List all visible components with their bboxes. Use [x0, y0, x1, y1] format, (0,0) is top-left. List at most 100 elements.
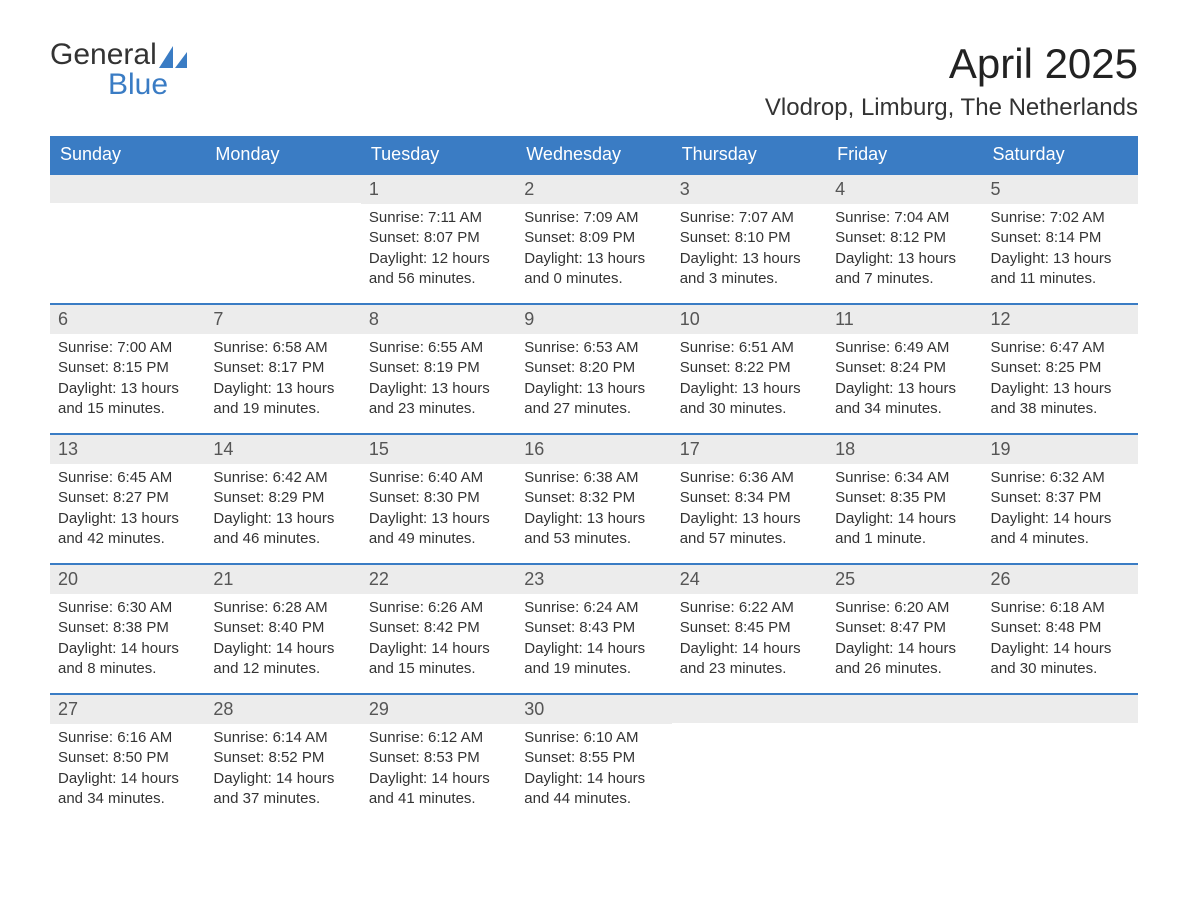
daylight-line-1: Daylight: 13 hours: [680, 249, 819, 269]
calendar: SundayMondayTuesdayWednesdayThursdayFrid…: [50, 136, 1138, 823]
daylight-line-1: Daylight: 14 hours: [369, 639, 508, 659]
daylight-line-2: and 44 minutes.: [524, 789, 663, 809]
day-cell: 21Sunrise: 6:28 AMSunset: 8:40 PMDayligh…: [205, 565, 360, 693]
daylight-line-2: and 41 minutes.: [369, 789, 508, 809]
logo-sail-icon: [159, 46, 187, 68]
sunset-line: Sunset: 8:37 PM: [991, 488, 1130, 508]
day-cell: 11Sunrise: 6:49 AMSunset: 8:24 PMDayligh…: [827, 305, 982, 433]
logo-word-blue: Blue: [108, 70, 187, 100]
sunrise-line: Sunrise: 7:07 AM: [680, 208, 819, 228]
daylight-line-1: Daylight: 13 hours: [991, 379, 1130, 399]
day-cell: [50, 175, 205, 303]
weekday-header: Monday: [205, 136, 360, 173]
sunrise-line: Sunrise: 6:14 AM: [213, 728, 352, 748]
weekday-header: Wednesday: [516, 136, 671, 173]
weekday-header: Saturday: [983, 136, 1138, 173]
daylight-line-2: and 12 minutes.: [213, 659, 352, 679]
day-number: 7: [205, 305, 360, 334]
daylight-line-2: and 4 minutes.: [991, 529, 1130, 549]
daylight-line-1: Daylight: 14 hours: [991, 639, 1130, 659]
day-cell: 7Sunrise: 6:58 AMSunset: 8:17 PMDaylight…: [205, 305, 360, 433]
sunset-line: Sunset: 8:32 PM: [524, 488, 663, 508]
sunset-line: Sunset: 8:10 PM: [680, 228, 819, 248]
daylight-line-2: and 34 minutes.: [58, 789, 197, 809]
sunrise-line: Sunrise: 7:00 AM: [58, 338, 197, 358]
day-body: Sunrise: 6:32 AMSunset: 8:37 PMDaylight:…: [983, 464, 1138, 557]
daylight-line-2: and 30 minutes.: [680, 399, 819, 419]
sunrise-line: Sunrise: 6:30 AM: [58, 598, 197, 618]
daylight-line-2: and 27 minutes.: [524, 399, 663, 419]
daylight-line-2: and 23 minutes.: [680, 659, 819, 679]
weekday-header: Tuesday: [361, 136, 516, 173]
daylight-line-1: Daylight: 14 hours: [369, 769, 508, 789]
week-row: 20Sunrise: 6:30 AMSunset: 8:38 PMDayligh…: [50, 563, 1138, 693]
sunrise-line: Sunrise: 7:11 AM: [369, 208, 508, 228]
daylight-line-1: Daylight: 14 hours: [991, 509, 1130, 529]
location: Vlodrop, Limburg, The Netherlands: [765, 94, 1138, 122]
sunset-line: Sunset: 8:40 PM: [213, 618, 352, 638]
day-body: Sunrise: 6:55 AMSunset: 8:19 PMDaylight:…: [361, 334, 516, 427]
daylight-line-2: and 0 minutes.: [524, 269, 663, 289]
sunrise-line: Sunrise: 6:34 AM: [835, 468, 974, 488]
title-block: April 2025 Vlodrop, Limburg, The Netherl…: [765, 40, 1138, 122]
day-number: 26: [983, 565, 1138, 594]
daylight-line-1: Daylight: 14 hours: [58, 769, 197, 789]
day-cell: [205, 175, 360, 303]
sunset-line: Sunset: 8:42 PM: [369, 618, 508, 638]
day-body: Sunrise: 6:30 AMSunset: 8:38 PMDaylight:…: [50, 594, 205, 687]
daylight-line-2: and 34 minutes.: [835, 399, 974, 419]
day-cell: 26Sunrise: 6:18 AMSunset: 8:48 PMDayligh…: [983, 565, 1138, 693]
sunset-line: Sunset: 8:35 PM: [835, 488, 974, 508]
daylight-line-1: Daylight: 14 hours: [213, 639, 352, 659]
daylight-line-1: Daylight: 13 hours: [524, 379, 663, 399]
sunrise-line: Sunrise: 7:02 AM: [991, 208, 1130, 228]
daylight-line-2: and 15 minutes.: [58, 399, 197, 419]
logo-top-row: General: [50, 40, 187, 70]
daylight-line-1: Daylight: 13 hours: [680, 379, 819, 399]
day-body: Sunrise: 6:58 AMSunset: 8:17 PMDaylight:…: [205, 334, 360, 427]
day-body: Sunrise: 6:38 AMSunset: 8:32 PMDaylight:…: [516, 464, 671, 557]
day-body: Sunrise: 7:00 AMSunset: 8:15 PMDaylight:…: [50, 334, 205, 427]
day-number: 9: [516, 305, 671, 334]
day-number: 19: [983, 435, 1138, 464]
day-body: Sunrise: 7:07 AMSunset: 8:10 PMDaylight:…: [672, 204, 827, 297]
day-cell: 3Sunrise: 7:07 AMSunset: 8:10 PMDaylight…: [672, 175, 827, 303]
week-row: 27Sunrise: 6:16 AMSunset: 8:50 PMDayligh…: [50, 693, 1138, 823]
day-cell: 14Sunrise: 6:42 AMSunset: 8:29 PMDayligh…: [205, 435, 360, 563]
sunset-line: Sunset: 8:24 PM: [835, 358, 974, 378]
weeks-container: 1Sunrise: 7:11 AMSunset: 8:07 PMDaylight…: [50, 173, 1138, 823]
day-cell: [672, 695, 827, 823]
day-body: Sunrise: 6:20 AMSunset: 8:47 PMDaylight:…: [827, 594, 982, 687]
sunset-line: Sunset: 8:20 PM: [524, 358, 663, 378]
daylight-line-1: Daylight: 13 hours: [213, 379, 352, 399]
day-body: Sunrise: 6:28 AMSunset: 8:40 PMDaylight:…: [205, 594, 360, 687]
day-body: Sunrise: 6:34 AMSunset: 8:35 PMDaylight:…: [827, 464, 982, 557]
daylight-line-2: and 11 minutes.: [991, 269, 1130, 289]
daylight-line-1: Daylight: 13 hours: [524, 249, 663, 269]
sunset-line: Sunset: 8:38 PM: [58, 618, 197, 638]
daylight-line-1: Daylight: 13 hours: [58, 509, 197, 529]
week-row: 13Sunrise: 6:45 AMSunset: 8:27 PMDayligh…: [50, 433, 1138, 563]
day-number: 18: [827, 435, 982, 464]
day-body: Sunrise: 6:49 AMSunset: 8:24 PMDaylight:…: [827, 334, 982, 427]
sunset-line: Sunset: 8:53 PM: [369, 748, 508, 768]
day-number: 4: [827, 175, 982, 204]
day-body: Sunrise: 6:22 AMSunset: 8:45 PMDaylight:…: [672, 594, 827, 687]
sunrise-line: Sunrise: 6:12 AM: [369, 728, 508, 748]
sunrise-line: Sunrise: 6:42 AM: [213, 468, 352, 488]
day-number: 29: [361, 695, 516, 724]
sunset-line: Sunset: 8:14 PM: [991, 228, 1130, 248]
day-number: 12: [983, 305, 1138, 334]
day-number: 21: [205, 565, 360, 594]
daylight-line-2: and 3 minutes.: [680, 269, 819, 289]
sunrise-line: Sunrise: 6:10 AM: [524, 728, 663, 748]
day-cell: 6Sunrise: 7:00 AMSunset: 8:15 PMDaylight…: [50, 305, 205, 433]
day-number: 23: [516, 565, 671, 594]
sunrise-line: Sunrise: 6:55 AM: [369, 338, 508, 358]
daylight-line-2: and 23 minutes.: [369, 399, 508, 419]
day-body: Sunrise: 6:16 AMSunset: 8:50 PMDaylight:…: [50, 724, 205, 817]
sunset-line: Sunset: 8:12 PM: [835, 228, 974, 248]
sunrise-line: Sunrise: 6:32 AM: [991, 468, 1130, 488]
logo: General Blue: [50, 40, 187, 100]
daylight-line-1: Daylight: 12 hours: [369, 249, 508, 269]
